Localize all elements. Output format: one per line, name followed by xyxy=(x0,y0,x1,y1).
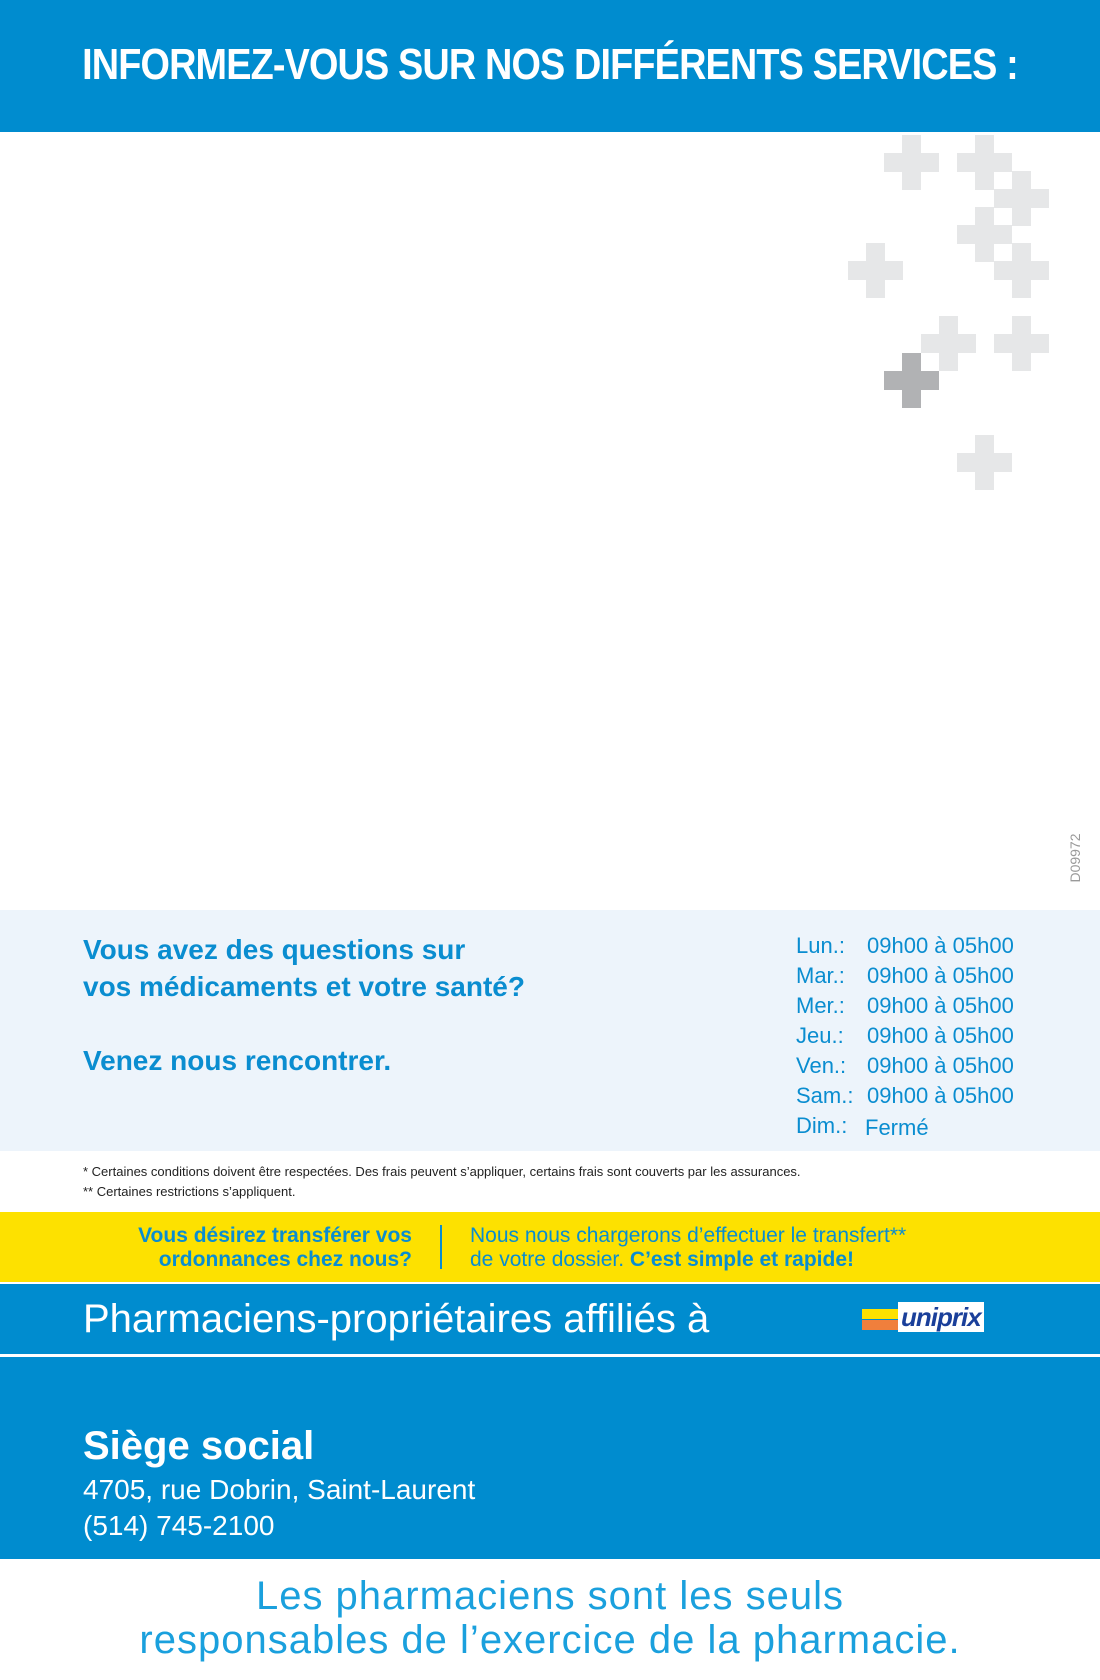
plus-cross-icon xyxy=(957,435,1012,490)
transfer-answer: Nous nous chargerons d’effectuer le tran… xyxy=(470,1224,906,1272)
info-section xyxy=(0,910,1100,1151)
hours-time: 09h00 à 05h00 xyxy=(867,1023,1014,1048)
hours-time: 09h00 à 05h00 xyxy=(867,963,1014,988)
plus-cross-icon xyxy=(957,207,1012,262)
head-office-title: Siège social xyxy=(83,1424,315,1468)
plus-cross-icon xyxy=(848,243,903,298)
tagline-line-2: responsables de l’exercice de la pharmac… xyxy=(139,1618,961,1662)
hours-day: Sam.: xyxy=(796,1083,854,1108)
plus-cross-icon xyxy=(884,135,939,190)
transfer-emphasis: C’est simple et rapide! xyxy=(629,1248,854,1271)
question-line-1: Vous avez des questions sur xyxy=(83,934,466,965)
hours-day: Dim.: xyxy=(796,1113,848,1138)
hours-time: 09h00 à 05h00 xyxy=(867,1083,1014,1108)
transfer-answer-line-1: Nous nous chargerons d’effectuer le tran… xyxy=(470,1224,907,1247)
plus-cross-icon xyxy=(921,316,976,371)
transfer-answer-text: de votre dossier. xyxy=(470,1248,630,1271)
hours-day: Lun.: xyxy=(796,933,845,958)
logo-wordmark: uniprix xyxy=(898,1302,984,1332)
hours-day: Mer.: xyxy=(796,993,845,1018)
hours-time: 09h00 à 05h00 xyxy=(867,1053,1014,1078)
footnote-2: ** Certaines restrictions s’appliquent. xyxy=(83,1184,296,1199)
invite-text: Venez nous rencontrer. xyxy=(83,1045,392,1076)
head-office-section xyxy=(0,1357,1100,1559)
plus-cross-icon xyxy=(994,243,1049,298)
footnote-1: * Certaines conditions doivent être resp… xyxy=(83,1164,801,1179)
affiliation-text: Pharmaciens-propriétaires affiliés à xyxy=(83,1297,710,1341)
divider xyxy=(440,1225,442,1269)
plus-cross-icon xyxy=(957,135,1012,190)
transfer-question-line-2: ordonnances chez nous? xyxy=(158,1248,412,1271)
document-code: D09972 xyxy=(1067,833,1083,883)
plus-cross-icon xyxy=(994,171,1049,226)
hours-day: Jeu.: xyxy=(796,1023,844,1048)
hours-day: Mar.: xyxy=(796,963,845,988)
uniprix-logo: uniprix xyxy=(862,1302,1016,1336)
plus-cross-icon xyxy=(994,316,1049,371)
transfer-question-line-1: Vous désirez transférer vos xyxy=(138,1224,412,1247)
head-office-address: 4705, rue Dobrin, Saint-Laurent xyxy=(83,1474,476,1505)
tagline-line-1: Les pharmaciens sont les seuls xyxy=(255,1574,845,1618)
hours-time: 09h00 à 05h00 xyxy=(867,933,1014,958)
plus-cross-icon-dark xyxy=(884,353,939,408)
transfer-answer-line-2: de votre dossier. C’est simple et rapide… xyxy=(470,1248,906,1272)
header-banner xyxy=(0,0,1100,132)
question-line-2: vos médicaments et votre santé? xyxy=(83,971,525,1002)
hours-time: 09h00 à 05h00 xyxy=(867,993,1014,1018)
transfer-banner xyxy=(0,1212,1100,1282)
hours-time: Fermé xyxy=(865,1115,929,1140)
page-title: INFORMEZ-VOUS SUR NOS DIFFÉRENTS SERVICE… xyxy=(82,40,1019,89)
head-office-phone: (514) 745-2100 xyxy=(83,1510,275,1541)
transfer-question: Vous désirez transférer vos ordonnances … xyxy=(100,1224,412,1272)
hours-day: Ven.: xyxy=(796,1053,847,1078)
